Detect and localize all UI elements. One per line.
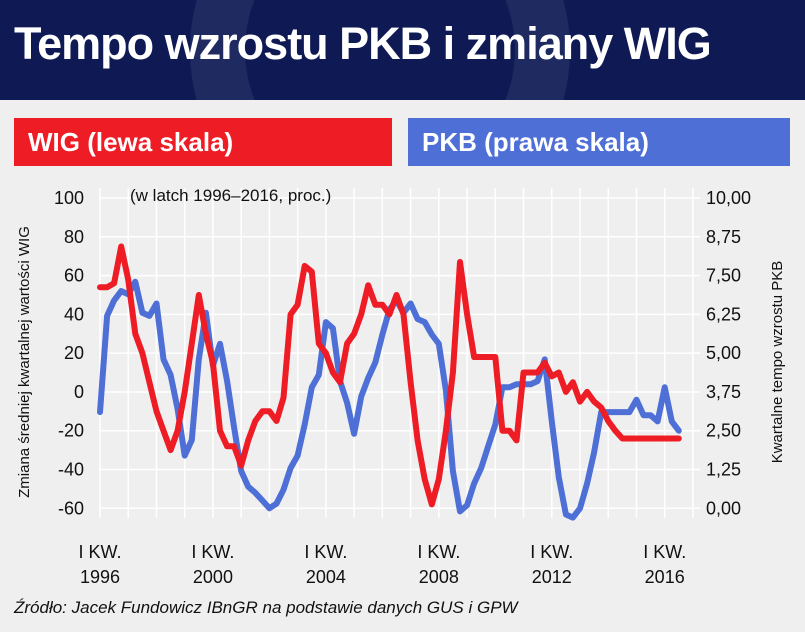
x-tick-label: I KW. bbox=[304, 542, 347, 562]
legend-pkb: PKB (prawa skala) bbox=[408, 118, 790, 166]
y-right-tick-label: 2,50 bbox=[706, 421, 741, 441]
y-right-tick-label: 3,75 bbox=[706, 382, 741, 402]
y-right-tick-label: 6,25 bbox=[706, 304, 741, 324]
y-left-tick-label: 80 bbox=[64, 227, 84, 247]
source-note: Źródło: Jacek Fundowicz IBnGR na podstaw… bbox=[14, 598, 518, 617]
x-tick-label: 2000 bbox=[193, 567, 233, 587]
y-right-axis-title: Kwartalne tempo wzrostu PKB bbox=[769, 261, 786, 464]
wig-series-line bbox=[97, 243, 682, 508]
y-right-tick-label: 7,50 bbox=[706, 266, 741, 286]
decorative-ring bbox=[190, 0, 570, 100]
y-left-tick-label: -60 bbox=[58, 498, 84, 518]
y-left-tick-label: 60 bbox=[64, 266, 84, 286]
y-right-tick-label: 5,00 bbox=[706, 343, 741, 363]
x-tick-label: 2012 bbox=[532, 567, 572, 587]
x-tick-label: I KW. bbox=[191, 542, 234, 562]
y-left-tick-label: 40 bbox=[64, 304, 84, 324]
y-left-tick-label: -40 bbox=[58, 460, 84, 480]
y-right-tick-label: 1,25 bbox=[706, 460, 741, 480]
y-right-tick-label: 10,00 bbox=[706, 188, 751, 208]
legend-pkb-label: PKB (prawa skala) bbox=[422, 126, 649, 157]
y-left-axis-title: Zmiana średniej kwartalnej wartości WIG bbox=[16, 226, 33, 498]
x-tick-label: 2016 bbox=[645, 567, 685, 587]
chart-subtitle: (w latch 1996–2016, proc.) bbox=[130, 186, 331, 205]
x-tick-label: 2008 bbox=[419, 567, 459, 587]
y-right-tick-label: 8,75 bbox=[706, 227, 741, 247]
x-tick-label: 1996 bbox=[80, 567, 120, 587]
header-banner: Tempo wzrostu PKB i zmiany WIG bbox=[0, 0, 805, 100]
y-left-tick-label: 20 bbox=[64, 343, 84, 363]
y-left-tick-label: -20 bbox=[58, 421, 84, 441]
x-tick-label: I KW. bbox=[643, 542, 686, 562]
x-tick-label: I KW. bbox=[78, 542, 121, 562]
y-right-tick-label: 0,00 bbox=[706, 498, 741, 518]
x-tick-label: I KW. bbox=[417, 542, 460, 562]
x-tick-label: 2004 bbox=[306, 567, 346, 587]
y-left-tick-label: 100 bbox=[54, 188, 84, 208]
chart-title: Tempo wzrostu PKB i zmiany WIG bbox=[14, 18, 712, 69]
x-tick-label: I KW. bbox=[530, 542, 573, 562]
y-left-tick-label: 0 bbox=[74, 382, 84, 402]
legend-wig: WIG (lewa skala) bbox=[14, 118, 392, 166]
legend-wig-label: WIG (lewa skala) bbox=[28, 126, 234, 157]
